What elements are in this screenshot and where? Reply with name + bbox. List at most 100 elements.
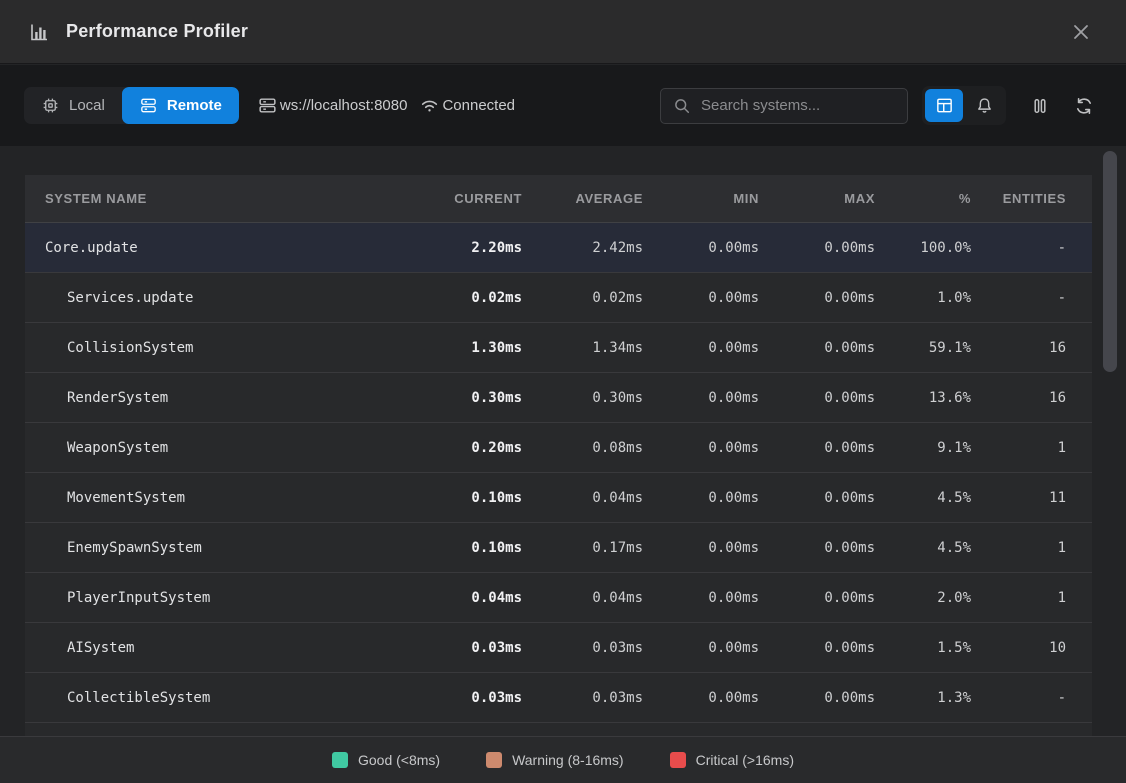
cell-percent: 100.0%: [920, 239, 971, 256]
cell-entities: -: [1057, 689, 1066, 706]
table-grid-icon: [935, 96, 954, 115]
close-button[interactable]: [1064, 15, 1098, 49]
cell-percent: 1.0%: [937, 289, 971, 306]
column-header-max[interactable]: MAX: [844, 191, 875, 206]
cell-system-name: PlayerInputSystem: [67, 589, 211, 606]
cell-min: 0.00ms: [708, 639, 759, 656]
cell-average: 0.04ms: [592, 589, 643, 606]
cell-system-name: MovementSystem: [67, 489, 186, 506]
connection-status-label: Connected: [442, 97, 516, 114]
bell-icon: [975, 96, 994, 115]
cell-entities: 1: [1057, 539, 1066, 556]
toolbar: Local Remote ws://localhost:8080: [0, 65, 1126, 146]
cell-system-name: AISystem: [67, 639, 135, 656]
cell-max: 0.00ms: [824, 489, 875, 506]
legend-bar: Good (<8ms) Warning (8-16ms) Critical (>…: [0, 736, 1126, 783]
remote-mode-button[interactable]: Remote: [121, 87, 239, 124]
cell-average: 1.34ms: [592, 339, 643, 356]
systems-table: SYSTEM NAME CURRENT AVERAGE MIN MAX % EN…: [25, 175, 1092, 736]
table-row[interactable]: AISystem 0.03ms 0.03ms 0.00ms 0.00ms 1.5…: [25, 623, 1092, 673]
cell-entities: 1: [1057, 439, 1066, 456]
cell-average: 0.02ms: [592, 289, 643, 306]
cell-average: 0.03ms: [592, 639, 643, 656]
cell-average: 2.42ms: [592, 239, 643, 256]
cell-percent: 1.3%: [937, 689, 971, 706]
cell-max: 0.00ms: [824, 339, 875, 356]
title-bar: Performance Profiler: [0, 0, 1126, 64]
table-row[interactable]: CollisionSystem 1.30ms 1.34ms 0.00ms 0.0…: [25, 323, 1092, 373]
cell-percent: 2.0%: [937, 589, 971, 606]
cell-percent: 4.5%: [937, 539, 971, 556]
good-swatch: [331, 752, 348, 768]
cell-average: 0.03ms: [592, 689, 643, 706]
cell-current: 1.30ms: [471, 339, 522, 356]
table-row[interactable]: WeaponSystem 0.20ms 0.08ms 0.00ms 0.00ms…: [25, 423, 1092, 473]
critical-label: Critical (>16ms): [695, 752, 794, 768]
warning-swatch: [486, 752, 503, 768]
table-row[interactable]: PlayerInputSystem 0.04ms 0.04ms 0.00ms 0…: [25, 573, 1092, 623]
alerts-button[interactable]: [965, 89, 1003, 122]
cell-max: 0.00ms: [824, 539, 875, 556]
cell-current: 0.20ms: [471, 439, 522, 456]
table-view-button[interactable]: [925, 89, 963, 122]
cell-system-name: RenderSystem: [67, 389, 169, 406]
cell-system-name: EnemySpawnSystem: [67, 539, 202, 556]
cell-percent: 4.5%: [937, 489, 971, 506]
cell-entities: -: [1057, 289, 1066, 306]
table-row[interactable]: Core.update 2.20ms 2.42ms 0.00ms 0.00ms …: [25, 223, 1092, 273]
cell-entities: 10: [1049, 639, 1066, 656]
server-stack-icon: [257, 95, 278, 116]
refresh-button[interactable]: [1066, 88, 1102, 124]
table-row[interactable]: MovementSystem 0.10ms 0.04ms 0.00ms 0.00…: [25, 473, 1092, 523]
search-input[interactable]: [701, 97, 900, 114]
cpu-chip-icon: [41, 96, 60, 115]
column-header-current[interactable]: CURRENT: [454, 191, 522, 206]
cell-percent: 9.1%: [937, 439, 971, 456]
column-header-min[interactable]: MIN: [733, 191, 759, 206]
cell-percent: 1.5%: [937, 639, 971, 656]
column-header-entities[interactable]: ENTITIES: [1002, 191, 1066, 206]
column-header-percent[interactable]: %: [958, 191, 971, 206]
table-row[interactable]: EnemySpawnSystem 0.10ms 0.17ms 0.00ms 0.…: [25, 523, 1092, 573]
cell-average: 0.17ms: [592, 539, 643, 556]
cell-current: 0.10ms: [471, 539, 522, 556]
cell-current: 0.03ms: [471, 639, 522, 656]
cell-min: 0.00ms: [708, 689, 759, 706]
search-box: [660, 87, 908, 124]
pause-icon: [1030, 96, 1050, 116]
cell-entities: 11: [1049, 489, 1066, 506]
cell-average: 0.04ms: [592, 489, 643, 506]
server-stack-icon: [139, 96, 158, 115]
cell-min: 0.00ms: [708, 389, 759, 406]
legend-item-critical: Critical (>16ms): [669, 752, 794, 768]
cell-entities: -: [1057, 239, 1066, 256]
warning-label: Warning (8-16ms): [512, 752, 624, 768]
connection-status-group: Connected: [419, 95, 515, 116]
table-row[interactable]: RenderSystem 0.30ms 0.30ms 0.00ms 0.00ms…: [25, 373, 1092, 423]
scrollbar-thumb[interactable]: [1103, 151, 1117, 372]
pause-button[interactable]: [1022, 88, 1058, 124]
view-toggle-group: [922, 86, 1006, 125]
cell-entities: 16: [1049, 339, 1066, 356]
cell-average: 0.30ms: [592, 389, 643, 406]
table-row[interactable]: CollectibleSystem 0.03ms 0.03ms 0.00ms 0…: [25, 673, 1092, 723]
table-body: Core.update 2.20ms 2.42ms 0.00ms 0.00ms …: [25, 223, 1092, 723]
cell-max: 0.00ms: [824, 389, 875, 406]
cell-max: 0.00ms: [824, 439, 875, 456]
table-row-partial: [25, 723, 1092, 736]
local-mode-button[interactable]: Local: [24, 87, 122, 124]
column-header-average[interactable]: AVERAGE: [575, 191, 643, 206]
good-label: Good (<8ms): [357, 752, 441, 768]
table-header: SYSTEM NAME CURRENT AVERAGE MIN MAX % EN…: [25, 175, 1092, 223]
cell-current: 0.02ms: [471, 289, 522, 306]
cell-entities: 16: [1049, 389, 1066, 406]
bar-chart-icon: [28, 21, 50, 43]
legend-item-good: Good (<8ms): [331, 752, 441, 768]
column-header-system-name[interactable]: SYSTEM NAME: [45, 191, 147, 206]
cell-system-name: Services.update: [67, 289, 194, 306]
critical-swatch: [669, 752, 686, 768]
cell-entities: 1: [1057, 589, 1066, 606]
table-row[interactable]: Services.update 0.02ms 0.02ms 0.00ms 0.0…: [25, 273, 1092, 323]
cell-percent: 13.6%: [928, 389, 971, 406]
cell-current: 0.10ms: [471, 489, 522, 506]
